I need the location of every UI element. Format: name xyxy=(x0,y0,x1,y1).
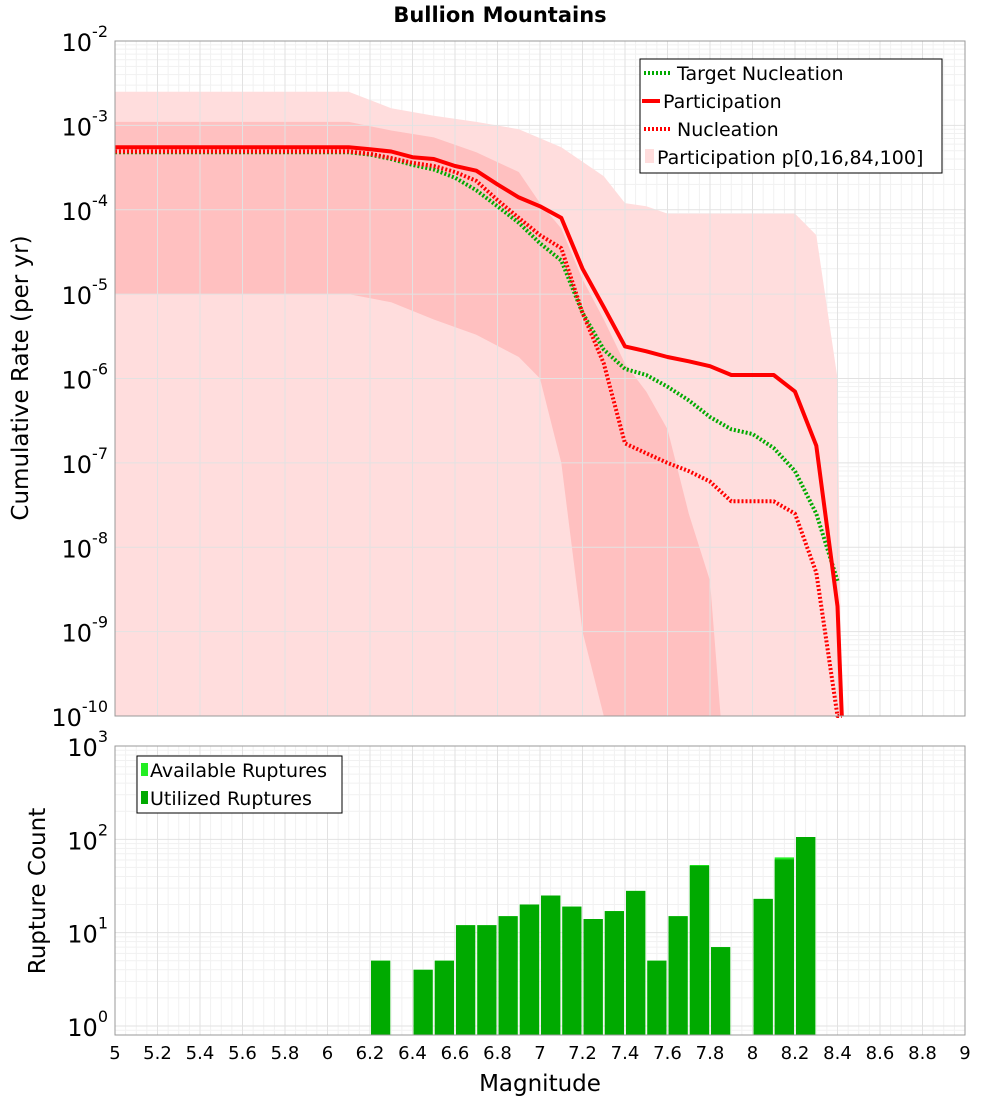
x-tick-label: 8 xyxy=(747,1043,758,1064)
legend-label-participation-band: Participation p[0,16,84,100] xyxy=(657,147,923,169)
bar-utilized-ruptures xyxy=(604,911,624,1035)
bottom-legend-box xyxy=(136,755,343,814)
rate-lines xyxy=(115,145,844,718)
bar-utilized-ruptures xyxy=(562,906,582,1035)
legend-swatch-participation-band xyxy=(645,149,654,163)
top-y-tick-labels: 10-2 10-3 10-4 10-5 10-6 10-7 10-8 10-9 10-10 xyxy=(51,22,108,732)
x-tick-label: 5 xyxy=(109,1043,120,1064)
bottom-plot-frame xyxy=(114,745,966,1036)
x-tick-label: 7.6 xyxy=(653,1043,682,1064)
line-nucleation xyxy=(115,149,842,718)
rupture-bars xyxy=(371,837,816,1035)
bar-utilized-ruptures xyxy=(689,865,710,1035)
bar-utilized-ruptures xyxy=(647,960,667,1035)
x-tick-label: 6.6 xyxy=(441,1043,470,1064)
bar-utilized-ruptures xyxy=(456,925,476,1035)
legend-label-target-nucleation: Target Nucleation xyxy=(676,63,844,85)
top-y-tick-label: 10-6 xyxy=(62,360,109,395)
bar-utilized-ruptures xyxy=(371,960,391,1035)
bar-utilized-ruptures xyxy=(498,916,518,1035)
x-tick-label: 8.2 xyxy=(781,1043,810,1064)
x-tick-label: 6.4 xyxy=(398,1043,427,1064)
bar-utilized-ruptures xyxy=(477,925,497,1035)
top-y-tick-label: 10-7 xyxy=(62,444,109,479)
bar-utilized-ruptures xyxy=(774,859,794,1035)
x-tick-labels: 5 5.2 5.4 5.6 5.8 6 6.2 6.4 6.6 6.8 7 7.2 7.4 7.6 7.8 8… xyxy=(109,1043,970,1064)
top-y-tick-label: 10-3 xyxy=(62,106,109,141)
top-y-tick-label: 10-4 xyxy=(62,191,109,226)
bar-utilized-ruptures xyxy=(434,960,454,1035)
top-y-tick-label: 10-2 xyxy=(62,22,109,57)
legend-label-available-ruptures: Available Ruptures xyxy=(150,760,327,782)
x-tick-label: 7.8 xyxy=(696,1043,725,1064)
bar-utilized-ruptures xyxy=(668,916,688,1035)
x-tick-label: 5.2 xyxy=(143,1043,172,1064)
bar-utilized-ruptures xyxy=(711,947,731,1035)
x-tick-label: 5.4 xyxy=(186,1043,215,1064)
bottom-y-tick-label: 101 xyxy=(67,914,108,949)
x-tick-label: 8.6 xyxy=(866,1043,895,1064)
x-axis-label: Magnitude xyxy=(479,1071,601,1097)
legend-label-nucleation: Nucleation xyxy=(677,119,779,141)
bar-utilized-ruptures xyxy=(626,890,646,1035)
x-tick-label: 6.2 xyxy=(356,1043,385,1064)
top-y-tick-label: 10-5 xyxy=(62,275,109,310)
bar-utilized-ruptures xyxy=(796,837,816,1035)
x-tick-label: 5.6 xyxy=(228,1043,257,1064)
legend-swatch-utilized-ruptures xyxy=(141,791,148,804)
bar-utilized-ruptures xyxy=(519,904,540,1035)
top-plot-frame xyxy=(114,40,966,717)
top-legend: Target Nucleation Participation Nucleati… xyxy=(639,58,943,174)
x-tick-label: 9 xyxy=(959,1043,970,1064)
x-tick-label: 8.8 xyxy=(908,1043,937,1064)
bottom-y-tick-label: 100 xyxy=(67,1007,108,1042)
bar-utilized-ruptures xyxy=(541,895,561,1035)
chart-title: Bullion Mountains xyxy=(393,3,606,27)
x-tick-label: 7 xyxy=(534,1043,545,1064)
bar-utilized-ruptures xyxy=(583,919,603,1035)
x-tick-label: 6.8 xyxy=(483,1043,512,1064)
bottom-y-axis-label: Rupture Count xyxy=(25,808,51,974)
x-tick-label: 6 xyxy=(322,1043,333,1064)
legend-label-utilized-ruptures: Utilized Ruptures xyxy=(150,788,312,810)
bottom-y-tick-labels: 100 101 102 103 xyxy=(67,727,108,1042)
x-tick-label: 7.4 xyxy=(611,1043,640,1064)
top-y-axis-label: Cumulative Rate (per yr) xyxy=(8,235,34,520)
bar-utilized-ruptures xyxy=(753,898,773,1035)
legend-label-participation: Participation xyxy=(663,91,782,113)
top-y-tick-label: 10-10 xyxy=(51,697,108,732)
top-y-tick-label: 10-9 xyxy=(62,613,109,648)
x-tick-label: 5.8 xyxy=(271,1043,300,1064)
top-y-tick-label: 10-8 xyxy=(62,528,109,563)
bottom-legend: Available Ruptures Utilized Ruptures xyxy=(136,755,343,814)
bottom-y-tick-label: 102 xyxy=(67,820,108,855)
legend-swatch-available-ruptures xyxy=(141,763,148,776)
bottom-y-tick-label: 103 xyxy=(67,727,108,762)
line-participation xyxy=(115,145,844,717)
bar-utilized-ruptures xyxy=(413,969,433,1035)
x-tick-label: 7.2 xyxy=(568,1043,597,1064)
x-tick-label: 8.4 xyxy=(823,1043,852,1064)
top-legend-box xyxy=(639,58,943,174)
